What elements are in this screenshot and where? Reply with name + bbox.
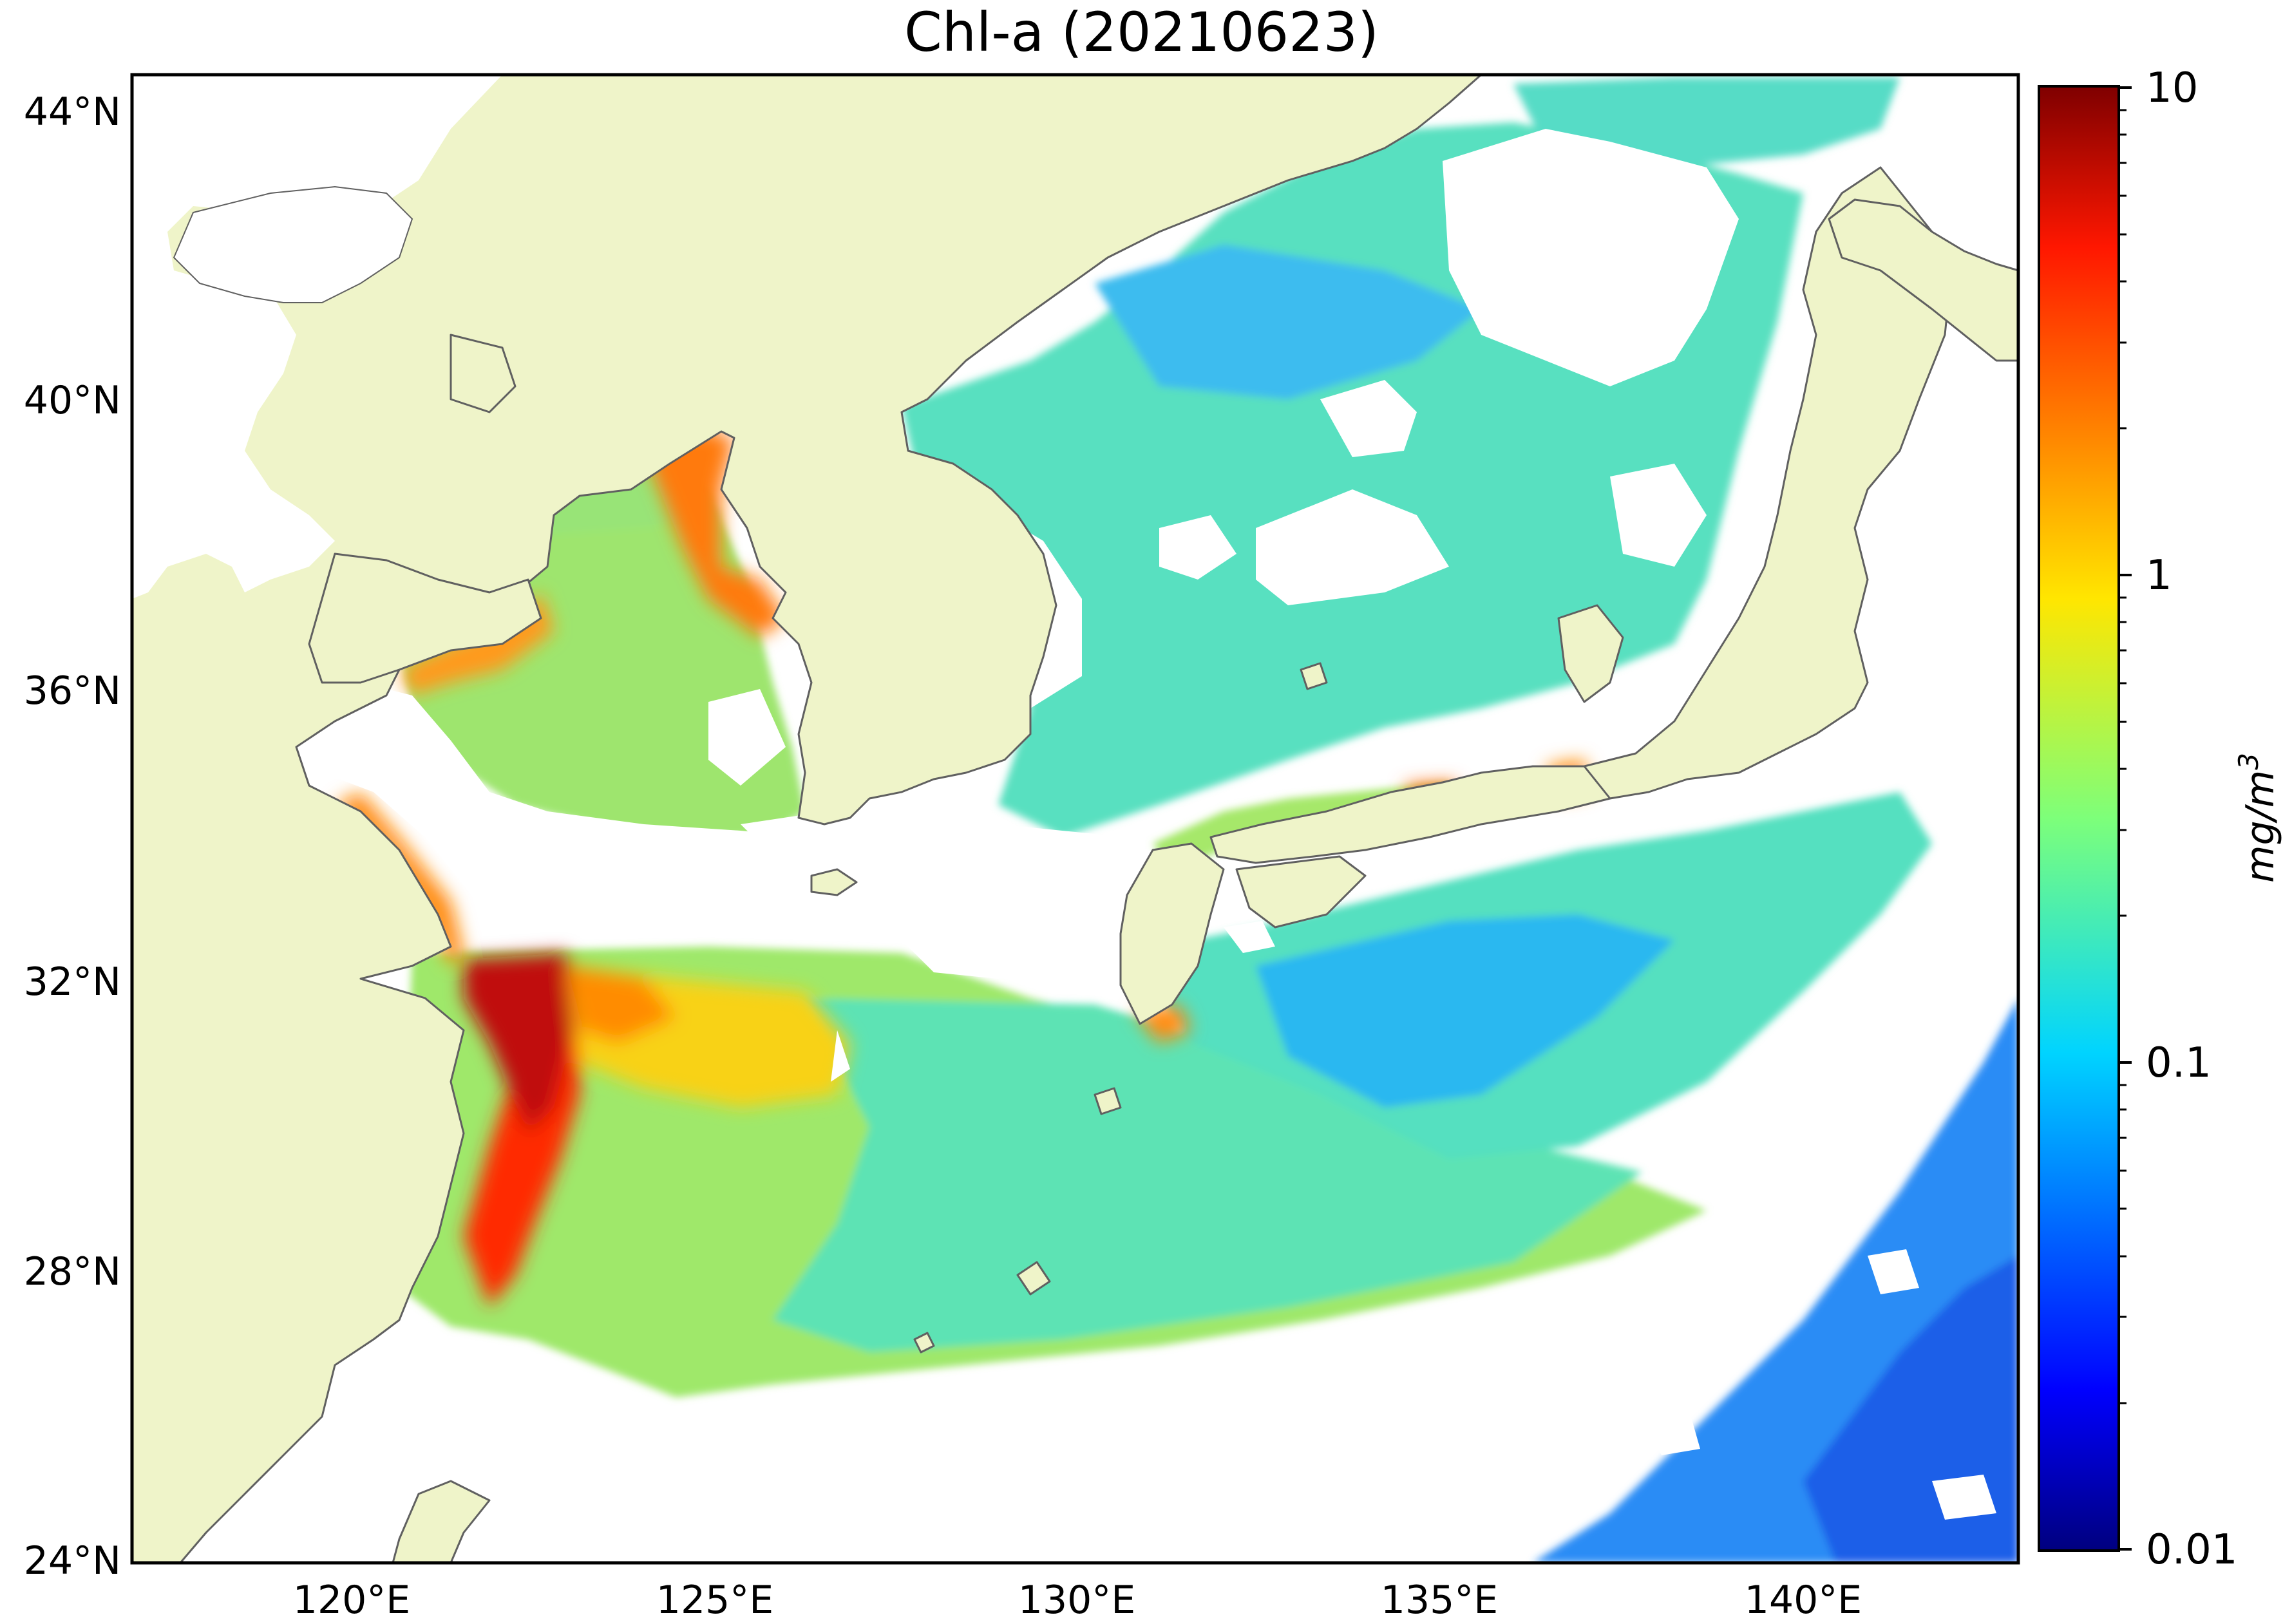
colorbar-tick-1: 1 — [2146, 552, 2172, 600]
lat-label-40: 40°N — [24, 378, 121, 423]
lon-label-120: 120°E — [293, 1578, 410, 1623]
lat-label-32: 32°N — [24, 959, 121, 1005]
colorbar-tick-10: 10 — [2146, 64, 2198, 112]
map-title: Chl-a (20210623) — [904, 1, 1379, 64]
lon-label-130: 130°E — [1018, 1578, 1135, 1623]
map-area — [132, 75, 2018, 1563]
lat-label-24: 24°N — [24, 1538, 121, 1583]
lat-label-44: 44°N — [24, 90, 121, 135]
colorbar-tick-0.1: 0.1 — [2146, 1039, 2212, 1087]
lat-axis: 44°N 40°N 36°N 32°N 28°N 24°N — [24, 90, 121, 1583]
map-frame — [130, 73, 2020, 1565]
colorbar-major-ticks — [2119, 86, 2132, 1551]
unit-base: mg/m — [2238, 770, 2283, 883]
colorbar-tick-0.01: 0.01 — [2146, 1526, 2238, 1574]
unit-superscript: 3 — [2233, 753, 2264, 770]
lon-axis: 120°E 125°E 130°E 135°E 140°E — [293, 1578, 1862, 1623]
bohai-gap — [173, 185, 413, 303]
lon-label-135: 135°E — [1381, 1578, 1498, 1623]
lat-label-28: 28°N — [24, 1249, 121, 1294]
lat-label-36: 36°N — [24, 668, 121, 713]
colorbar-minor-ticks — [2119, 109, 2127, 1404]
lon-label-125: 125°E — [656, 1578, 773, 1623]
colorbar-gradient — [2038, 85, 2120, 1552]
colorbar: 10 1 0.1 0.01 mg/m3 — [2038, 64, 2283, 1574]
colorbar-unit-label: mg/m3 — [2233, 753, 2283, 883]
lon-label-140: 140°E — [1745, 1578, 1862, 1623]
